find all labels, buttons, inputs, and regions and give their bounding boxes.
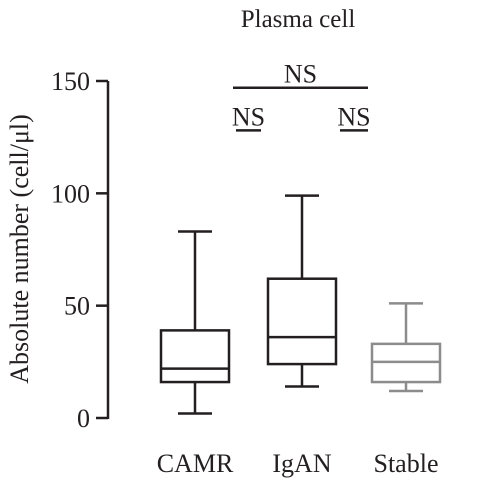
y-tick-label: 150 bbox=[51, 67, 90, 96]
y-tick-label: 0 bbox=[77, 404, 90, 433]
axes: 0 50 100 150 bbox=[51, 67, 110, 433]
iqr-box bbox=[159, 329, 231, 384]
x-tick-label: IgAN bbox=[272, 449, 331, 478]
y-axis-label: Absolute number (cell/μl) bbox=[5, 114, 34, 384]
box-stable: Stable bbox=[370, 302, 442, 478]
y-tick-label: 100 bbox=[51, 179, 90, 208]
box-camr: CAMR bbox=[157, 230, 234, 478]
chart-title: Plasma cell bbox=[241, 6, 356, 33]
box-igan: IgAN bbox=[266, 194, 338, 478]
comparison-camr-stable: NS bbox=[233, 60, 368, 89]
x-tick-label: CAMR bbox=[157, 449, 234, 478]
boxes: CAMR IgAN Stable bbox=[157, 194, 442, 478]
comparison-igan-stable: NS bbox=[337, 102, 371, 132]
comparison-camr-igan: NS bbox=[232, 102, 265, 132]
significance-label: NS bbox=[337, 102, 370, 131]
significance-comparisons: NS NS NS bbox=[232, 60, 371, 132]
significance-label: NS bbox=[284, 60, 317, 89]
significance-label: NS bbox=[232, 102, 265, 131]
iqr-box bbox=[266, 277, 338, 366]
y-tick-label: 50 bbox=[64, 292, 90, 321]
x-tick-label: Stable bbox=[374, 449, 439, 478]
